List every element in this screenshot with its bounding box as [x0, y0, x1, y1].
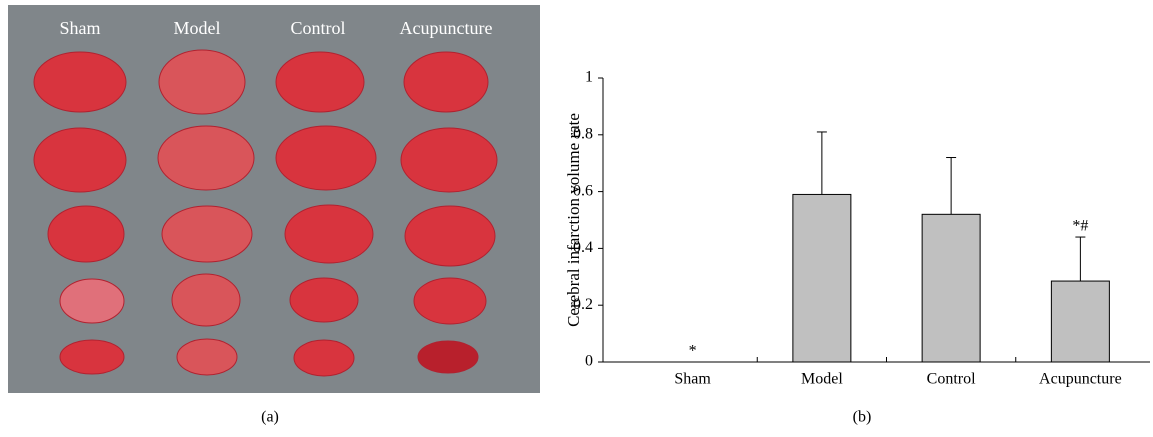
y-tick-label: 0.6: [573, 182, 593, 199]
x-tick-label: Model: [801, 371, 843, 388]
y-tick-label: 0: [585, 353, 593, 370]
y-axis-label: Cerebral infarction volume rate: [564, 113, 583, 327]
x-tick-label: Control: [927, 371, 976, 388]
figure: Sham Model Control Acupuncture (a) (b) C…: [0, 0, 1153, 432]
bar: [1051, 281, 1109, 362]
column-label: Sham: [59, 18, 100, 38]
y-tick-label: 0.4: [573, 239, 593, 256]
panel-caption: (a): [261, 409, 279, 426]
x-tick-label: Sham: [674, 371, 711, 388]
panel-caption: (b): [853, 409, 872, 426]
y-tick-label: 0.8: [573, 125, 593, 142]
column-label: Control: [290, 18, 345, 38]
column-label: Model: [174, 18, 221, 38]
significance-mark: *#: [1072, 218, 1088, 235]
significance-mark: *: [689, 343, 697, 360]
column-label: Acupuncture: [400, 18, 493, 38]
y-tick-label: 1: [585, 69, 593, 86]
y-tick-label: 0.2: [573, 296, 593, 313]
bar: [922, 214, 980, 362]
bar: [793, 194, 851, 362]
x-tick-label: Acupuncture: [1039, 371, 1122, 388]
